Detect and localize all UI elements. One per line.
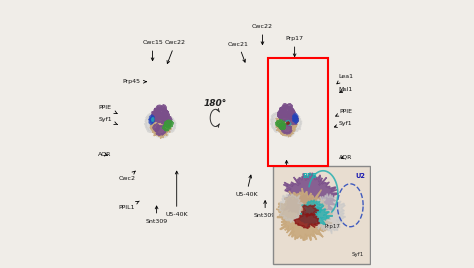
Polygon shape [165, 116, 176, 133]
Polygon shape [154, 109, 161, 115]
Polygon shape [280, 107, 286, 114]
Text: 180°: 180° [204, 99, 227, 108]
Polygon shape [312, 193, 346, 234]
Polygon shape [152, 107, 170, 124]
Polygon shape [149, 115, 154, 122]
Text: Prp45: Prp45 [122, 79, 146, 84]
Polygon shape [300, 205, 333, 227]
Text: AQR: AQR [339, 154, 352, 159]
Polygon shape [287, 108, 294, 115]
Polygon shape [153, 123, 159, 132]
Text: Syf1: Syf1 [334, 121, 352, 128]
Polygon shape [291, 115, 302, 131]
Text: BPS: BPS [302, 173, 317, 179]
Text: U2: U2 [355, 173, 365, 179]
Polygon shape [151, 112, 160, 120]
Bar [268, 58, 328, 166]
Polygon shape [278, 111, 286, 118]
Polygon shape [162, 115, 172, 126]
Polygon shape [279, 122, 286, 130]
Text: Cwc22: Cwc22 [165, 40, 186, 64]
Text: Cwc2: Cwc2 [118, 171, 136, 181]
Polygon shape [276, 113, 298, 137]
Polygon shape [288, 114, 299, 125]
Polygon shape [292, 115, 298, 122]
Polygon shape [288, 123, 291, 125]
Polygon shape [148, 117, 154, 125]
Polygon shape [279, 194, 303, 222]
Polygon shape [279, 123, 286, 130]
Polygon shape [144, 113, 157, 133]
Text: Snt309: Snt309 [254, 201, 276, 218]
Polygon shape [286, 122, 290, 124]
Polygon shape [301, 205, 319, 217]
Text: AQR: AQR [98, 152, 111, 157]
Text: Lea1: Lea1 [337, 74, 353, 84]
Polygon shape [154, 113, 159, 119]
Polygon shape [281, 124, 292, 134]
Text: PPIE: PPIE [99, 105, 117, 114]
Text: Cwc22: Cwc22 [252, 24, 273, 44]
Polygon shape [280, 127, 295, 137]
Text: Snt309: Snt309 [146, 206, 168, 224]
Polygon shape [293, 116, 299, 124]
Polygon shape [161, 105, 166, 111]
Bar [273, 166, 370, 264]
Text: Prp17: Prp17 [286, 36, 304, 57]
Text: Cwc21: Cwc21 [228, 42, 249, 62]
Polygon shape [162, 124, 170, 131]
Text: Msl1: Msl1 [338, 87, 353, 92]
Polygon shape [276, 188, 332, 241]
Text: U5-40K: U5-40K [235, 175, 258, 197]
Polygon shape [155, 128, 169, 138]
Polygon shape [286, 120, 290, 124]
Text: Syf1: Syf1 [352, 252, 364, 257]
Polygon shape [280, 112, 285, 117]
Text: Cwc15: Cwc15 [142, 40, 163, 61]
Polygon shape [157, 112, 164, 120]
Polygon shape [275, 119, 287, 127]
Text: PPIE: PPIE [336, 109, 352, 116]
Polygon shape [152, 117, 154, 121]
Polygon shape [150, 116, 172, 139]
Polygon shape [294, 213, 319, 229]
Text: U5-40K: U5-40K [165, 171, 188, 217]
Polygon shape [283, 111, 290, 118]
Text: Syf1: Syf1 [98, 117, 118, 124]
Polygon shape [164, 120, 173, 128]
Polygon shape [150, 116, 155, 123]
Polygon shape [155, 125, 166, 136]
Polygon shape [282, 103, 288, 110]
Polygon shape [162, 110, 168, 116]
Polygon shape [293, 113, 298, 120]
Polygon shape [277, 105, 295, 122]
Text: PPIL1: PPIL1 [119, 201, 139, 210]
Text: Syf2: Syf2 [280, 161, 293, 178]
Text: Prp17: Prp17 [325, 224, 341, 229]
Polygon shape [301, 200, 323, 217]
Polygon shape [271, 112, 283, 133]
Polygon shape [156, 105, 162, 111]
Polygon shape [283, 173, 338, 222]
Polygon shape [286, 104, 292, 110]
